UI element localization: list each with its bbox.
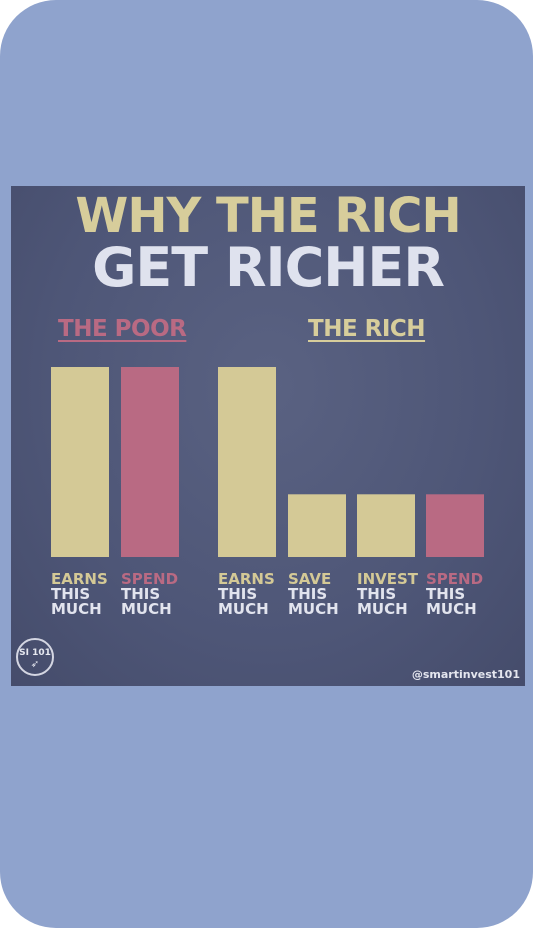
bar-the-rich-earns — [218, 367, 276, 557]
social-handle: @smartinvest101 — [412, 668, 520, 681]
paper-plane-icon: ➶ — [18, 659, 52, 670]
category-label-line: MUCH — [51, 600, 102, 618]
category-label-line: MUCH — [288, 600, 339, 618]
category-label-line: MUCH — [121, 600, 172, 618]
brand-logo: SI 101 ➶ — [16, 638, 54, 676]
bar-chart: EARNSTHISMUCHSPENDTHISMUCHEARNSTHISMUCHS… — [11, 186, 525, 686]
bar-the-rich-invest — [357, 494, 415, 557]
bar-the-poor-earns — [51, 367, 109, 557]
category-label-line: MUCH — [426, 600, 477, 618]
bar-the-poor-spend — [121, 367, 179, 557]
category-label-line: MUCH — [218, 600, 269, 618]
bar-the-rich-spend — [426, 494, 484, 557]
bar-the-rich-save — [288, 494, 346, 557]
infographic-card: WHY THE RICH GET RICHER THE POOR THE RIC… — [11, 186, 525, 686]
category-label-line: MUCH — [357, 600, 408, 618]
logo-text: SI 101 — [18, 648, 52, 658]
